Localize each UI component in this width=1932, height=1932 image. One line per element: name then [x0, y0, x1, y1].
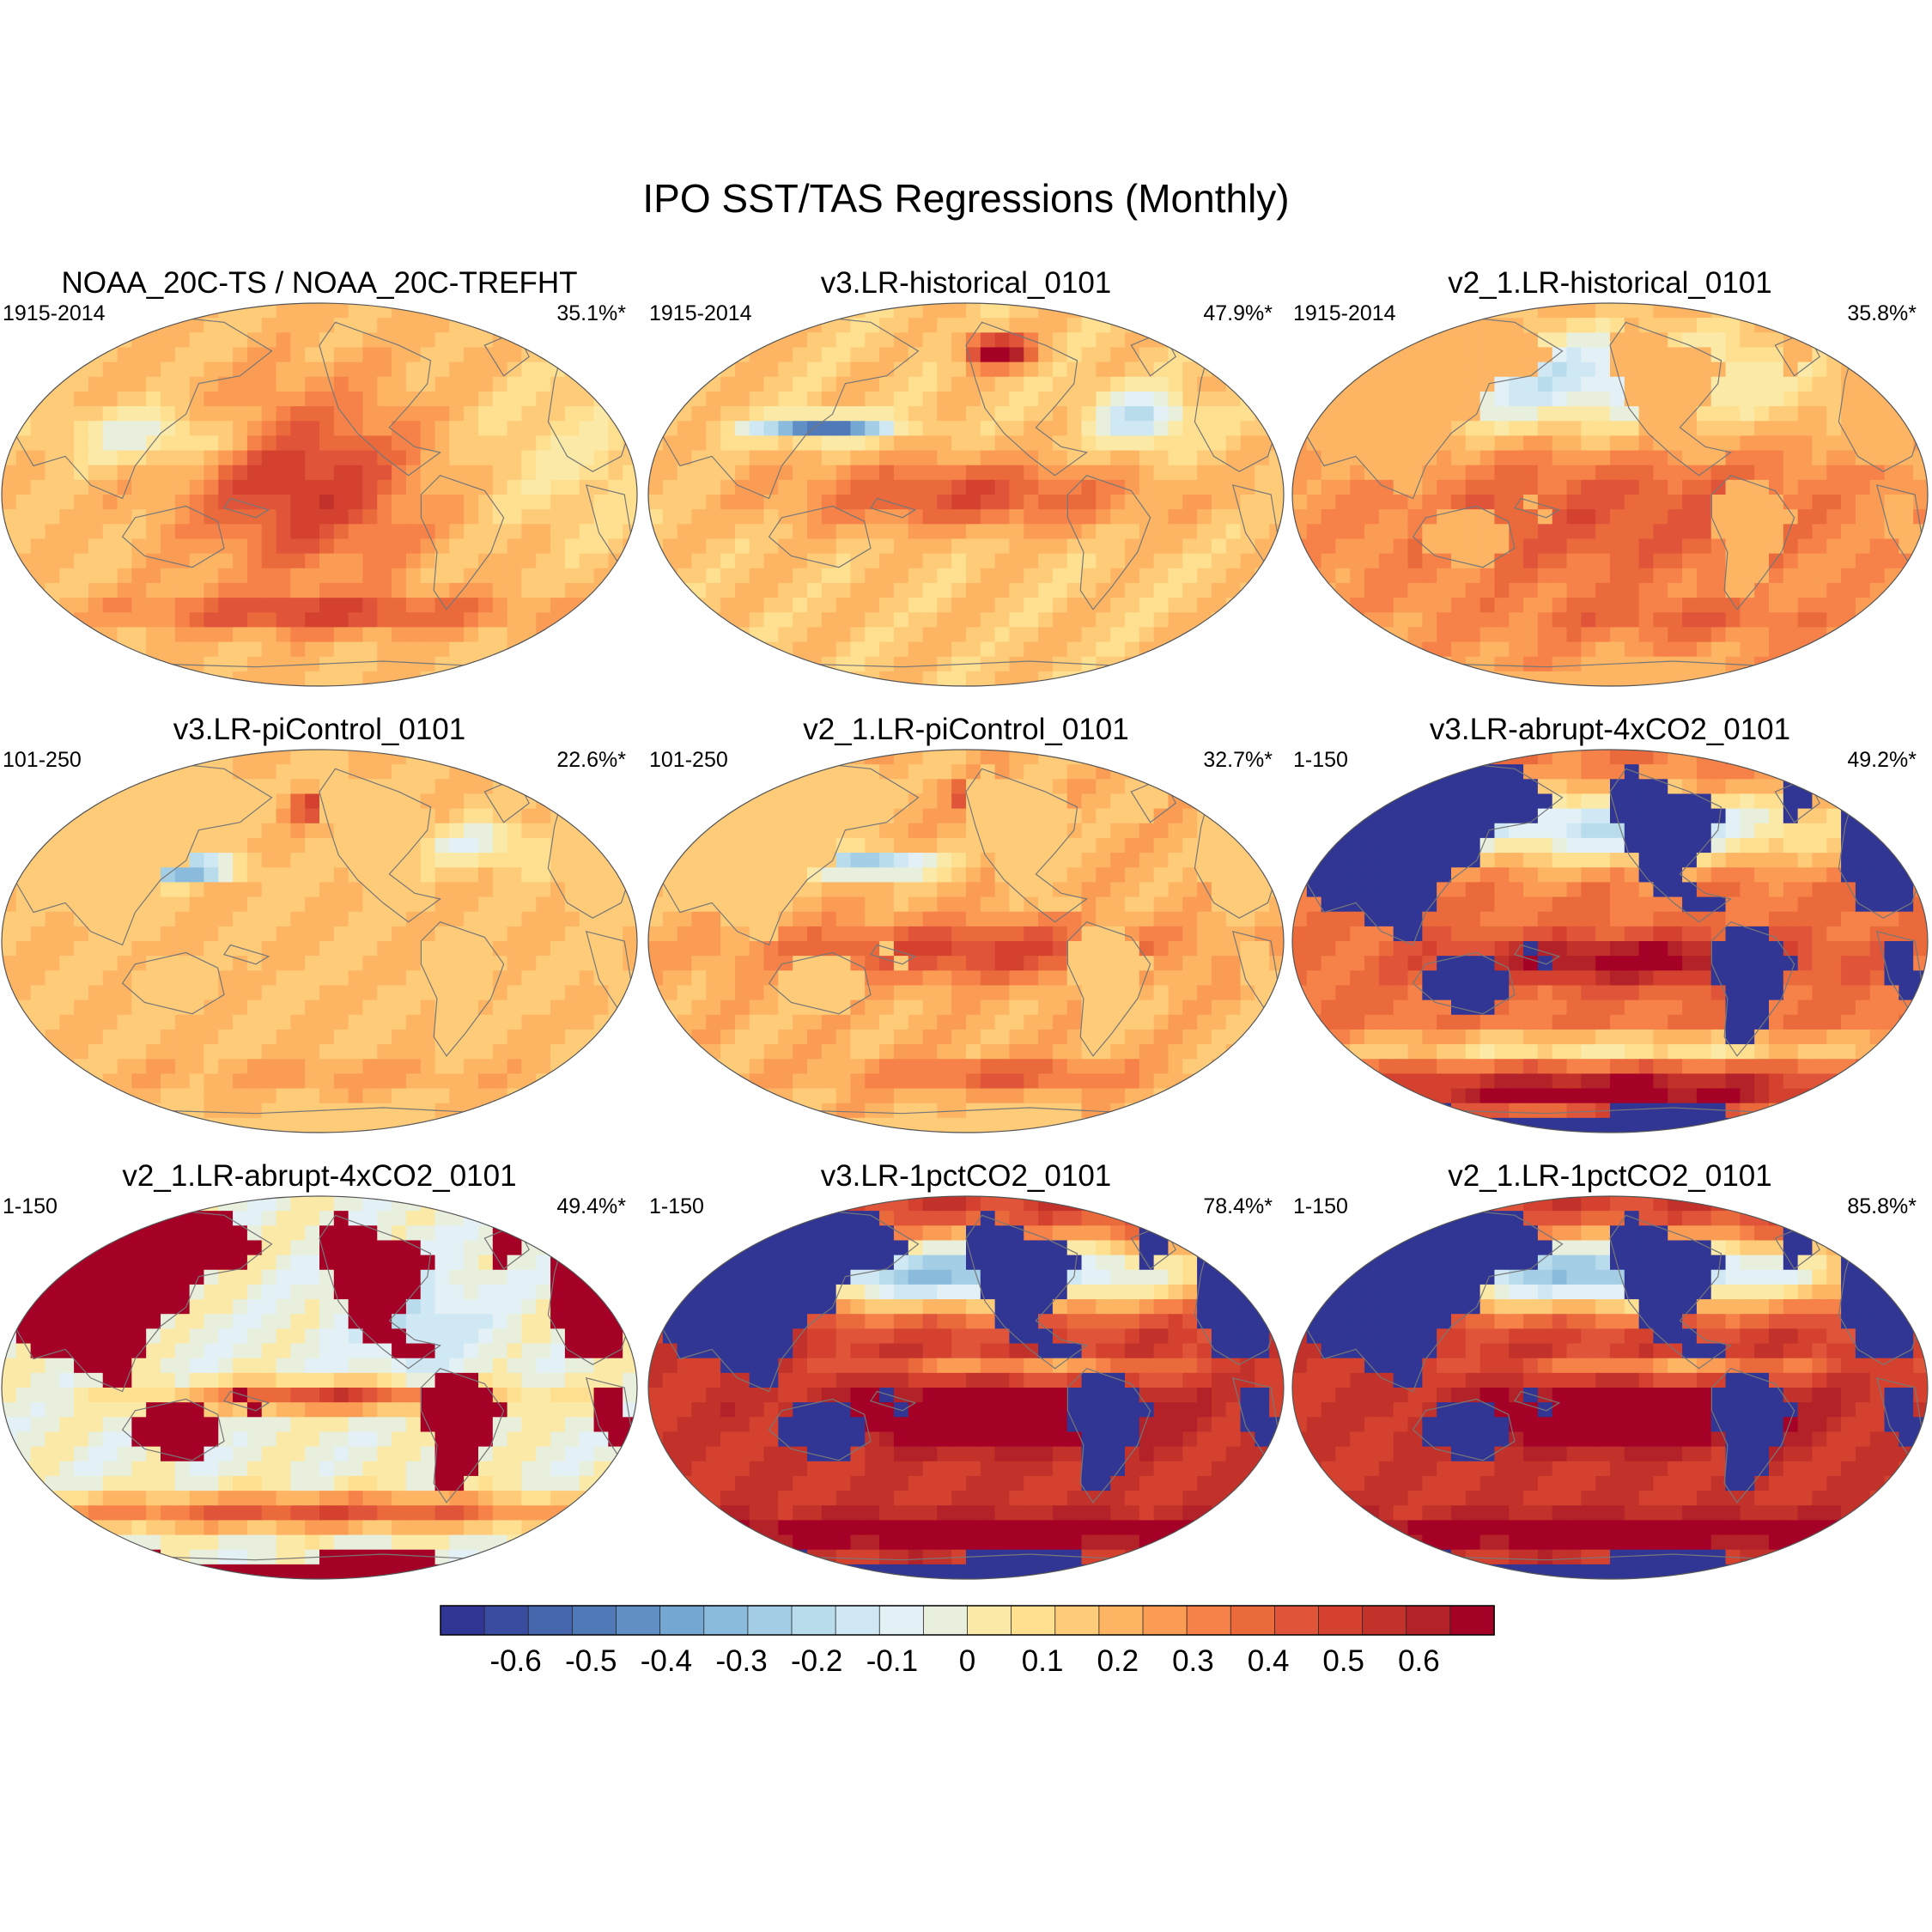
colorbar-bin [878, 1605, 925, 1636]
variance-label: 35.8%* [1847, 301, 1917, 325]
panel-title: v3.LR-historical_0101 [821, 266, 1112, 300]
colorbar-tick-label: -0.5 [565, 1644, 617, 1678]
colorbar-bin [616, 1605, 661, 1636]
variance-label: 49.2%* [1847, 748, 1917, 772]
colorbar-bin [1362, 1605, 1407, 1636]
colorbar-bin [747, 1605, 793, 1636]
panel-title: v3.LR-1pctCO2_0101 [821, 1159, 1112, 1193]
panel-title: v2_1.LR-piControl_0101 [803, 713, 1128, 746]
period-label: 1-150 [1293, 1194, 1348, 1218]
map-border [1, 749, 638, 1133]
colorbar-tick-label: 0 [959, 1644, 975, 1678]
field-map [2, 303, 637, 686]
field-map [648, 1196, 1284, 1579]
colorbar-bin [483, 1605, 530, 1636]
panel-9: v2_1.LR-1pctCO2_0101 1-150 85.8%* [1291, 1159, 1929, 1580]
colorbar-tick-label: -0.6 [489, 1644, 541, 1678]
map-border [1291, 302, 1929, 687]
colorbar-bin [1449, 1605, 1495, 1636]
panel-3: v2_1.LR-historical_0101 1915-2014 35.8%* [1291, 266, 1929, 687]
period-label: 1915-2014 [1293, 301, 1396, 325]
colorbar-bin [1054, 1605, 1100, 1636]
colorbar-bin [527, 1605, 574, 1636]
variance-label: 49.4%* [556, 1194, 626, 1218]
colorbar-bin [967, 1605, 1012, 1636]
variance-label: 47.9%* [1203, 301, 1273, 325]
colorbar-bin [1186, 1605, 1232, 1636]
field-map [2, 750, 637, 1133]
period-label: 1915-2014 [649, 301, 752, 325]
panel-title: NOAA_20C-TS / NOAA_20C-TREFHT [62, 266, 578, 300]
period-label: 1-150 [3, 1194, 58, 1218]
colorbar: -0.6 -0.5 -0.4 -0.3 -0.2 -0.1 0 0.1 0.2 0.3 0.4 0.5… [440, 1605, 1495, 1678]
colorbar-tick-label: -0.2 [791, 1644, 842, 1678]
field-map [1292, 303, 1928, 686]
period-label: 1-150 [649, 1194, 704, 1218]
colorbar-tick-label: -0.1 [866, 1644, 918, 1678]
colorbar-bin [1406, 1605, 1451, 1636]
colorbar-bin [1273, 1605, 1320, 1636]
colorbar-tick-label: 0.1 [1022, 1644, 1064, 1678]
figure-title: IPO SST/TAS Regressions (Monthly) [642, 176, 1289, 221]
map-border [647, 1195, 1285, 1580]
colorbar-tick-label: 0.4 [1248, 1644, 1290, 1678]
panel-4: v3.LR-piControl_0101 101-250 22.6%* [1, 713, 638, 1133]
field-map [2, 1196, 637, 1579]
colorbar-bin [791, 1605, 836, 1636]
period-label: 101-250 [649, 748, 728, 772]
colorbar-bin [571, 1605, 617, 1636]
colorbar-bin [1142, 1605, 1188, 1636]
colorbar-bin [1230, 1605, 1276, 1636]
field-map [1292, 750, 1928, 1133]
map-border [647, 302, 1285, 687]
variance-label: 22.6%* [556, 748, 626, 772]
field-map [648, 750, 1284, 1133]
panel-title: v2_1.LR-historical_0101 [1448, 266, 1771, 300]
colorbar-tick-label: 0.6 [1398, 1644, 1440, 1678]
panel-5: v2_1.LR-piControl_0101 101-250 32.7%* [647, 713, 1285, 1133]
panel-8: v3.LR-1pctCO2_0101 1-150 78.4%* [647, 1159, 1285, 1580]
colorbar-tick-label: 0.5 [1322, 1644, 1364, 1678]
colorbar-bin [703, 1605, 749, 1636]
colorbar-bin [1098, 1605, 1144, 1636]
colorbar-bin [440, 1605, 485, 1636]
field-map [648, 303, 1284, 686]
period-label: 1-150 [1293, 748, 1348, 772]
colorbar-bin [1011, 1605, 1056, 1636]
colorbar-bin [1318, 1605, 1364, 1636]
panel-6: v3.LR-abrupt-4xCO2_0101 1-150 49.2%* [1291, 713, 1929, 1133]
period-label: 101-250 [3, 748, 82, 772]
colorbar-bin [922, 1605, 969, 1636]
map-border [1291, 749, 1929, 1133]
colorbar-frame [440, 1605, 1495, 1636]
colorbar-tick-label: -0.3 [715, 1644, 767, 1678]
panel-title: v3.LR-piControl_0101 [173, 713, 465, 746]
field-map [1292, 1196, 1928, 1579]
colorbar-bin [659, 1605, 705, 1636]
variance-label: 78.4%* [1203, 1194, 1273, 1218]
colorbar-tick-label: -0.4 [641, 1644, 692, 1678]
variance-label: 35.1%* [556, 301, 626, 325]
map-border [1291, 1195, 1929, 1580]
panel-title: v3.LR-abrupt-4xCO2_0101 [1430, 713, 1790, 746]
colorbar-tick-label: 0.2 [1097, 1644, 1139, 1678]
variance-label: 85.8%* [1847, 1194, 1917, 1218]
panel-2: v3.LR-historical_0101 1915-2014 47.9%* [647, 266, 1285, 687]
panel-title: v2_1.LR-1pctCO2_0101 [1448, 1159, 1771, 1193]
panel-7: v2_1.LR-abrupt-4xCO2_0101 1-150 49.4%* [1, 1159, 638, 1580]
map-border [1, 302, 638, 687]
panel-title: v2_1.LR-abrupt-4xCO2_0101 [122, 1159, 516, 1193]
map-border [1, 1195, 638, 1580]
colorbar-tick-label: 0.3 [1172, 1644, 1214, 1678]
map-border [647, 749, 1285, 1133]
variance-label: 32.7%* [1203, 748, 1273, 772]
colorbar-bin [835, 1605, 881, 1636]
period-label: 1915-2014 [3, 301, 106, 325]
